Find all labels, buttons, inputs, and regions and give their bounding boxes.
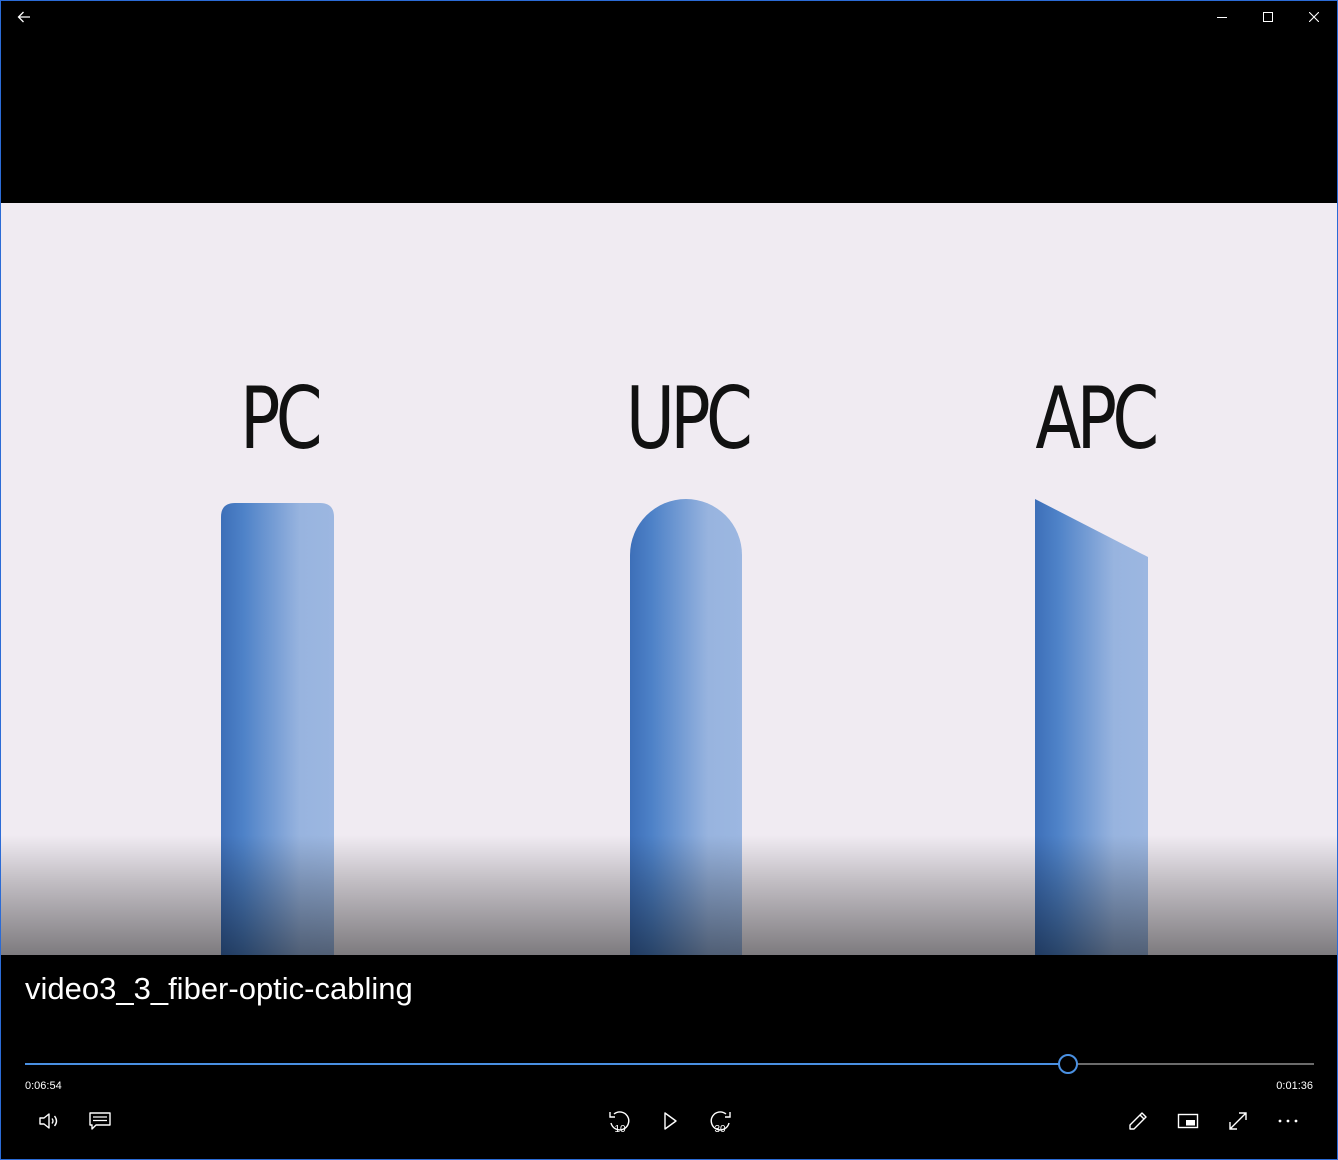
more-options-button[interactable] <box>1267 1101 1309 1141</box>
label-pc: PC <box>240 369 323 469</box>
label-apc: APC <box>1035 369 1159 469</box>
controls-overlay-gradient <box>1 835 1337 955</box>
video-title: video3_3_fiber-optic-cabling <box>25 971 413 1006</box>
close-button[interactable] <box>1291 1 1337 33</box>
close-icon <box>1309 12 1319 22</box>
more-options-icon <box>1278 1119 1298 1123</box>
seek-bar-progress <box>25 1063 1067 1065</box>
play-icon <box>664 1112 677 1130</box>
volume-icon <box>39 1113 58 1129</box>
skip-forward-button[interactable]: 30 <box>699 1101 741 1141</box>
volume-button[interactable] <box>29 1101 71 1141</box>
minimize-icon <box>1217 17 1227 18</box>
pc-ferrule <box>221 503 334 955</box>
mini-view-button[interactable] <box>1167 1101 1209 1141</box>
maximize-icon <box>1263 12 1273 22</box>
play-button[interactable] <box>649 1101 691 1141</box>
captions-button[interactable] <box>79 1101 121 1141</box>
fullscreen-icon <box>1229 1112 1247 1130</box>
fullscreen-button[interactable] <box>1217 1101 1259 1141</box>
seek-bar[interactable] <box>25 1054 1314 1074</box>
video-frame[interactable]: PC UPC APC <box>1 203 1337 955</box>
skip-back-button[interactable]: 10 <box>599 1101 641 1141</box>
ferrule-illustration <box>221 499 1148 955</box>
skip-forward-label: 30 <box>714 1124 726 1135</box>
skip-forward-30-icon <box>710 1111 731 1131</box>
time-remaining: 0:01:36 <box>1276 1080 1313 1092</box>
apc-ferrule <box>1035 499 1148 955</box>
label-upc: UPC <box>625 369 753 469</box>
skip-back-10-icon <box>609 1111 630 1131</box>
skip-back-label: 10 <box>614 1124 626 1135</box>
upc-ferrule <box>630 499 742 955</box>
time-elapsed: 0:06:54 <box>25 1080 62 1092</box>
back-button[interactable] <box>1 1 47 33</box>
title-bar <box>1 1 1337 33</box>
mini-view-icon <box>1177 1113 1199 1129</box>
back-arrow-icon <box>17 11 30 23</box>
seek-thumb[interactable] <box>1057 1054 1078 1074</box>
minimize-button[interactable] <box>1199 1 1245 33</box>
edit-button[interactable] <box>1117 1101 1159 1141</box>
captions-icon <box>89 1112 111 1130</box>
edit-pencil-icon <box>1129 1112 1147 1130</box>
maximize-button[interactable] <box>1245 1 1291 33</box>
